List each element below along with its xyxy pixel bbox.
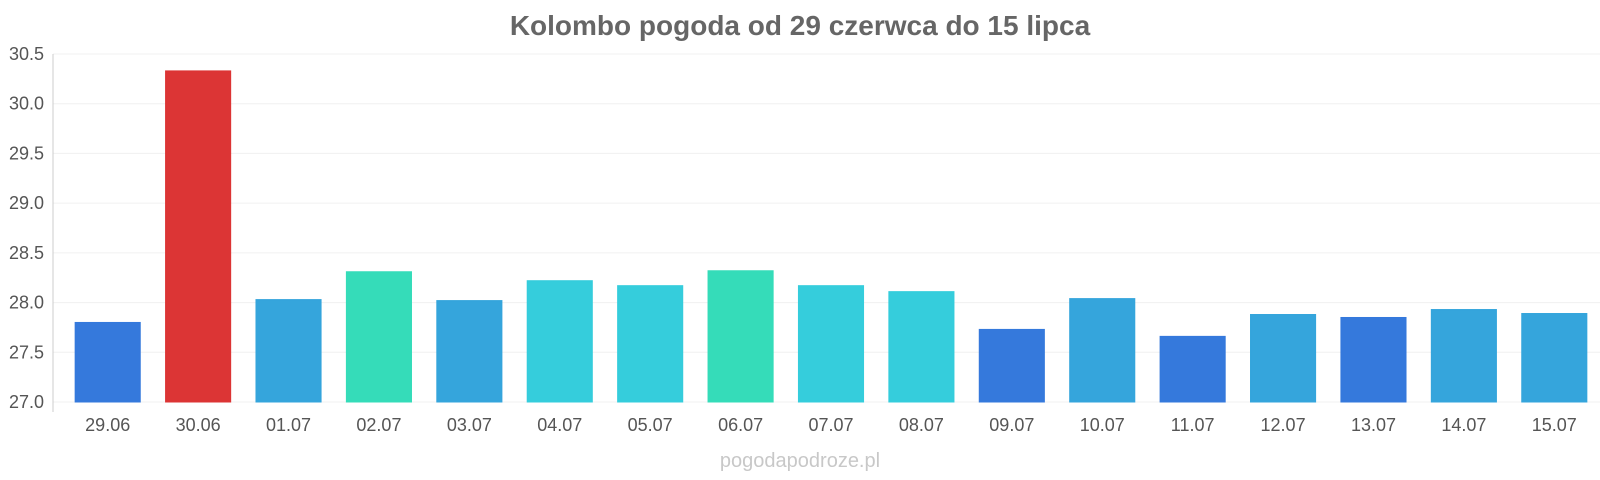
y-tick-label: 29.5 <box>9 143 44 163</box>
y-tick-label: 27.5 <box>9 342 44 362</box>
bar-02.07 <box>345 271 412 403</box>
y-tick-label: 28.5 <box>9 243 44 263</box>
y-tick-label: 30.5 <box>9 44 44 64</box>
y-tick-label: 29.0 <box>9 193 44 213</box>
bar-03.07 <box>436 300 503 403</box>
bar-06.07 <box>707 270 774 403</box>
bar-08.07 <box>888 291 955 403</box>
bar-10.07 <box>1069 298 1136 403</box>
bar-29.06 <box>74 321 141 403</box>
x-tick-label: 07.07 <box>808 415 853 435</box>
bar-15.07 <box>1521 313 1588 403</box>
x-tick-label: 29.06 <box>85 415 130 435</box>
y-tick-label: 27.0 <box>9 392 44 412</box>
x-tick-label: 15.07 <box>1532 415 1577 435</box>
bar-01.07 <box>255 299 322 403</box>
watermark: pogodapodroze.pl <box>719 450 881 472</box>
x-tick-labels: 29.06 30.06 01.07 02.07 03.07 04.07 05.07 06.07… <box>85 415 1577 435</box>
x-tick-label: 04.07 <box>537 415 582 435</box>
y-tick-label: 28.0 <box>9 293 44 313</box>
bar-11.07 <box>1159 335 1226 403</box>
x-tick-label: 30.06 <box>176 415 221 435</box>
x-tick-label: 13.07 <box>1351 415 1396 435</box>
x-tick-label: 06.07 <box>718 415 763 435</box>
y-tick-label: 30.0 <box>9 94 44 114</box>
bar-04.07 <box>526 280 593 403</box>
bar-09.07 <box>978 328 1045 403</box>
x-tick-label: 03.07 <box>447 415 492 435</box>
bars <box>74 70 1588 403</box>
bar-14.07 <box>1430 309 1497 403</box>
bar-05.07 <box>617 285 684 403</box>
bar-07.07 <box>797 285 865 403</box>
x-tick-label: 01.07 <box>266 415 311 435</box>
chart-title: Kolombo pogoda od 29 czerwca do 15 lipca <box>509 10 1091 41</box>
x-tick-label: 05.07 <box>628 415 673 435</box>
x-tick-label: 02.07 <box>356 415 401 435</box>
bar-30.06 <box>165 70 232 403</box>
x-tick-label: 14.07 <box>1441 415 1486 435</box>
x-tick-label: 08.07 <box>899 415 944 435</box>
bar-13.07 <box>1340 316 1407 403</box>
x-tick-label: 11.07 <box>1171 415 1215 435</box>
x-tick-label: 10.07 <box>1080 415 1125 435</box>
y-tick-labels: 27.0 27.5 28.0 28.5 29.0 29.5 30.0 30.5 <box>9 44 44 412</box>
x-tick-label: 12.07 <box>1261 415 1306 435</box>
bar-12.07 <box>1250 314 1317 403</box>
x-tick-label: 09.07 <box>989 415 1034 435</box>
